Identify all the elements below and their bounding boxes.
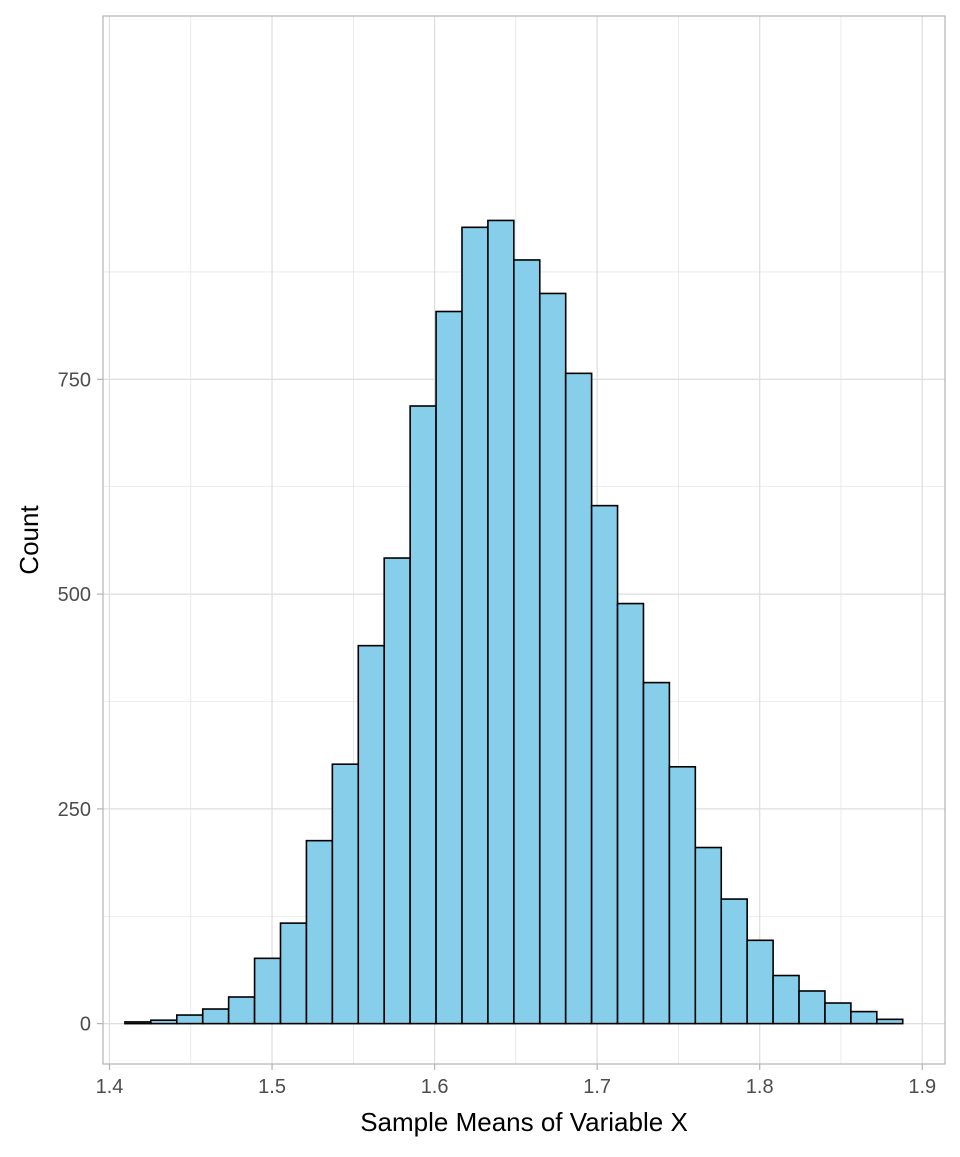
histogram-bar <box>590 504 619 1025</box>
x-tick-label: 1.4 <box>96 1076 124 1098</box>
x-tick-label: 1.9 <box>908 1076 936 1098</box>
histogram-bar <box>357 644 386 1025</box>
histogram-bar <box>564 372 593 1025</box>
histogram-bar <box>616 602 645 1025</box>
x-tick-label: 1.6 <box>421 1076 449 1098</box>
histogram-bar <box>850 1010 878 1025</box>
histogram-bar <box>824 1002 852 1025</box>
panel-border <box>102 15 946 1065</box>
histogram-bar <box>798 990 826 1025</box>
y-tick-label: 250 <box>58 799 91 821</box>
histogram-bar <box>124 1021 152 1025</box>
histogram-bar <box>668 765 697 1025</box>
histogram-bar <box>227 996 256 1025</box>
histogram-bar <box>772 974 800 1025</box>
histogram-bar <box>175 1014 204 1025</box>
histogram-bar <box>331 763 360 1025</box>
histogram-bar <box>150 1019 178 1025</box>
histogram-bar <box>694 846 723 1025</box>
x-axis-title: Sample Means of Variable X <box>360 1107 688 1137</box>
x-tick-label: 1.5 <box>258 1076 286 1098</box>
y-tick-label: 500 <box>58 584 91 606</box>
histogram-bar <box>435 310 463 1025</box>
histogram-bar <box>383 557 411 1025</box>
histogram-bar <box>876 1018 904 1025</box>
axes: 1.4 1.5 1.6 1.7 1.8 1.9 0 250 500 750 <box>58 369 937 1098</box>
y-tick-label: 0 <box>80 1014 91 1036</box>
histogram-bar <box>513 259 541 1025</box>
histogram-bar <box>305 839 334 1025</box>
x-tick-label: 1.8 <box>746 1076 774 1098</box>
histogram-bar <box>279 922 308 1025</box>
histogram-bar <box>642 681 671 1025</box>
histogram-bar <box>409 405 437 1025</box>
histogram-bar <box>720 898 748 1025</box>
histogram-bars <box>124 219 904 1025</box>
histogram-bar <box>746 939 774 1025</box>
histogram-bar <box>253 957 282 1025</box>
histogram-bar <box>461 226 489 1025</box>
histogram-bar <box>201 1008 230 1025</box>
histogram-bar <box>538 292 567 1025</box>
y-tick-label: 750 <box>58 369 91 391</box>
x-tick-label: 1.7 <box>583 1076 611 1098</box>
histogram-bar <box>487 219 515 1025</box>
y-axis-title: Count <box>14 505 44 575</box>
